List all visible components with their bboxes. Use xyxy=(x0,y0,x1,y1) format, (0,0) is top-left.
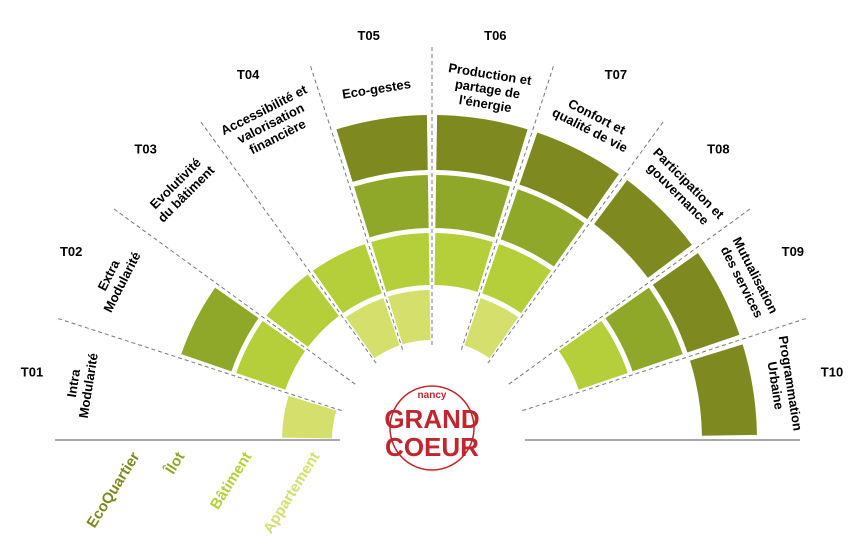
segment xyxy=(282,395,337,439)
legend-label: Îlot xyxy=(161,449,189,478)
label-line: Urbaine xyxy=(765,360,787,410)
sector-label: ProgrammationUrbaine xyxy=(761,335,806,435)
sector-label: Production etpartage del'énergie xyxy=(443,60,533,118)
sector-code: T05 xyxy=(357,28,379,43)
logo-line1: GRAND xyxy=(384,404,479,434)
label-line: Eco-gestes xyxy=(341,76,412,102)
segment xyxy=(500,189,585,267)
legend-label: Appartement xyxy=(260,449,323,536)
segment xyxy=(354,175,429,238)
divider xyxy=(309,64,404,350)
sector-code: T09 xyxy=(782,244,804,259)
sector-code: T02 xyxy=(60,244,82,259)
logo-ring xyxy=(389,385,475,471)
sector-code: T03 xyxy=(134,142,156,157)
divider xyxy=(508,207,752,385)
segment xyxy=(594,180,692,278)
sector-code: T01 xyxy=(21,365,43,380)
legend-label: Bâtiment xyxy=(207,449,255,512)
divider xyxy=(487,120,665,364)
sector-label: Eco-gestes xyxy=(341,76,412,102)
segment xyxy=(434,233,493,292)
divider xyxy=(522,317,808,412)
segment xyxy=(371,233,430,292)
sector-code: T10 xyxy=(821,365,843,380)
segment xyxy=(266,274,339,347)
divider xyxy=(56,317,342,412)
sector-code: T06 xyxy=(484,28,506,43)
segment xyxy=(387,290,431,345)
segment xyxy=(558,320,628,390)
sector-label: Evolutivitédu bâtiment xyxy=(144,152,218,226)
sector-code: T04 xyxy=(237,67,260,82)
segment xyxy=(435,175,510,238)
segment xyxy=(181,287,259,372)
segment xyxy=(464,298,519,359)
divider xyxy=(460,64,555,350)
legend-label: EcoQuartier xyxy=(83,449,143,531)
segment xyxy=(482,244,552,314)
divider xyxy=(199,120,377,364)
segment xyxy=(236,320,306,390)
sector-label: Accessibilité etvalorisationfinancière xyxy=(218,81,323,164)
logo-top: nancy xyxy=(418,390,447,401)
segment xyxy=(336,115,428,182)
segment xyxy=(605,287,683,372)
sector-code: T07 xyxy=(605,67,627,82)
sector-label: IntraModularité xyxy=(61,350,101,420)
segment xyxy=(690,344,757,436)
segment xyxy=(345,298,400,359)
segment xyxy=(436,115,528,182)
segment xyxy=(652,253,740,353)
segment xyxy=(312,244,382,314)
logo: nancy GRAND COEUR xyxy=(384,385,480,471)
label-line: Intra xyxy=(64,367,83,398)
divider xyxy=(112,207,356,385)
logo-line2: COEUR xyxy=(385,432,479,462)
segment xyxy=(519,132,619,220)
sector-label: ExtraModularité xyxy=(87,243,144,315)
sector-code: T08 xyxy=(707,142,729,157)
